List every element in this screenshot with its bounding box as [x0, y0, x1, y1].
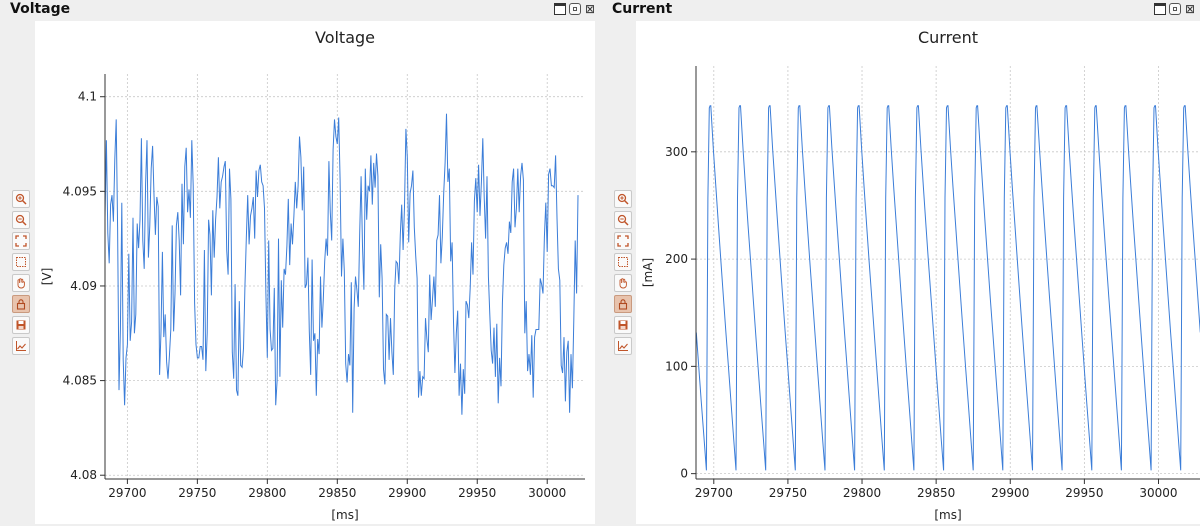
- y-tick-label: 4.095: [63, 184, 97, 198]
- zoom-out-icon[interactable]: [12, 211, 30, 229]
- maximize-icon[interactable]: [1154, 3, 1166, 15]
- current-panel: Current ⊠ Current 29700 29750 29800 29850 299…: [606, 0, 1200, 526]
- pan-hand-icon[interactable]: [614, 274, 632, 292]
- chart-line-icon[interactable]: [614, 337, 632, 355]
- close-icon[interactable]: ⊠: [1184, 2, 1196, 16]
- series-line: [696, 105, 1200, 471]
- select-region-icon[interactable]: [12, 253, 30, 271]
- chart-title: Voltage: [315, 28, 375, 47]
- current-plot-toolbar: [614, 190, 636, 355]
- zoom-fit-icon[interactable]: [614, 232, 632, 250]
- current-panel-title: Current: [612, 1, 673, 17]
- voltage-chart[interactable]: Voltage 29700 29750 29800 29850 29900 29950 300…: [35, 21, 595, 524]
- chart-line-icon[interactable]: [12, 337, 30, 355]
- zoom-in-icon[interactable]: [12, 190, 30, 208]
- voltage-window-buttons: ⊠: [554, 2, 596, 16]
- voltage-panel: Voltage ⊠ Voltage 29700 29750 29800 29850 299…: [0, 0, 600, 524]
- x-tick-label: 29900: [388, 486, 426, 500]
- current-plot-area[interactable]: Current 29700 29750 29800 29850 29900 29950 300…: [636, 21, 1200, 524]
- zoom-out-icon[interactable]: [614, 211, 632, 229]
- lock-icon[interactable]: [614, 295, 632, 313]
- x-axis-label: [ms]: [331, 508, 358, 522]
- x-tick-label: 30000: [1139, 486, 1177, 500]
- x-tick-label: 29750: [769, 486, 807, 500]
- voltage-plot-toolbar: [12, 190, 34, 355]
- y-tick-label: 4.09: [70, 279, 97, 293]
- y-tick-label: 200: [665, 252, 688, 266]
- y-tick-label: 4.085: [63, 374, 97, 388]
- voltage-plot-area[interactable]: Voltage 29700 29750 29800 29850 29900 29950 300…: [35, 21, 595, 524]
- save-icon[interactable]: [12, 316, 30, 334]
- voltage-titlebar: Voltage ⊠: [0, 0, 600, 18]
- x-tick-label: 29800: [843, 486, 881, 500]
- select-region-icon[interactable]: [614, 253, 632, 271]
- y-axis-label: [V]: [40, 268, 54, 286]
- chart-title: Current: [918, 28, 978, 47]
- save-icon[interactable]: [614, 316, 632, 334]
- x-tick-label: 29750: [178, 486, 216, 500]
- x-tick-label: 29700: [108, 486, 146, 500]
- current-window-buttons: ⊠: [1154, 2, 1196, 16]
- y-tick-label: 0: [680, 467, 688, 481]
- y-tick-label: 100: [665, 359, 688, 373]
- x-tick-label: 29950: [1065, 486, 1103, 500]
- close-icon[interactable]: ⊠: [584, 2, 596, 16]
- zoom-in-icon[interactable]: [614, 190, 632, 208]
- series-line: [105, 113, 579, 415]
- y-axis-label: [mA]: [641, 258, 655, 287]
- lock-icon[interactable]: [12, 295, 30, 313]
- y-tick-label: 4.1: [78, 90, 97, 104]
- x-axis-label: [ms]: [934, 508, 961, 522]
- pan-hand-icon[interactable]: [12, 274, 30, 292]
- float-icon[interactable]: [1169, 3, 1181, 15]
- x-tick-label: 29900: [991, 486, 1029, 500]
- maximize-icon[interactable]: [554, 3, 566, 15]
- voltage-panel-title: Voltage: [10, 1, 71, 17]
- current-chart[interactable]: Current 29700 29750 29800 29850 29900 29950 300…: [636, 21, 1200, 524]
- current-titlebar: Current ⊠: [606, 0, 1200, 18]
- x-tick-label: 29800: [248, 486, 286, 500]
- x-tick-label: 29850: [318, 486, 356, 500]
- x-tick-label: 29700: [695, 486, 733, 500]
- y-tick-label: 4.08: [70, 468, 97, 482]
- x-tick-label: 29950: [458, 486, 496, 500]
- x-tick-label: 29850: [917, 486, 955, 500]
- zoom-fit-icon[interactable]: [12, 232, 30, 250]
- x-tick-label: 30000: [528, 486, 566, 500]
- float-icon[interactable]: [569, 3, 581, 15]
- y-tick-label: 300: [665, 145, 688, 159]
